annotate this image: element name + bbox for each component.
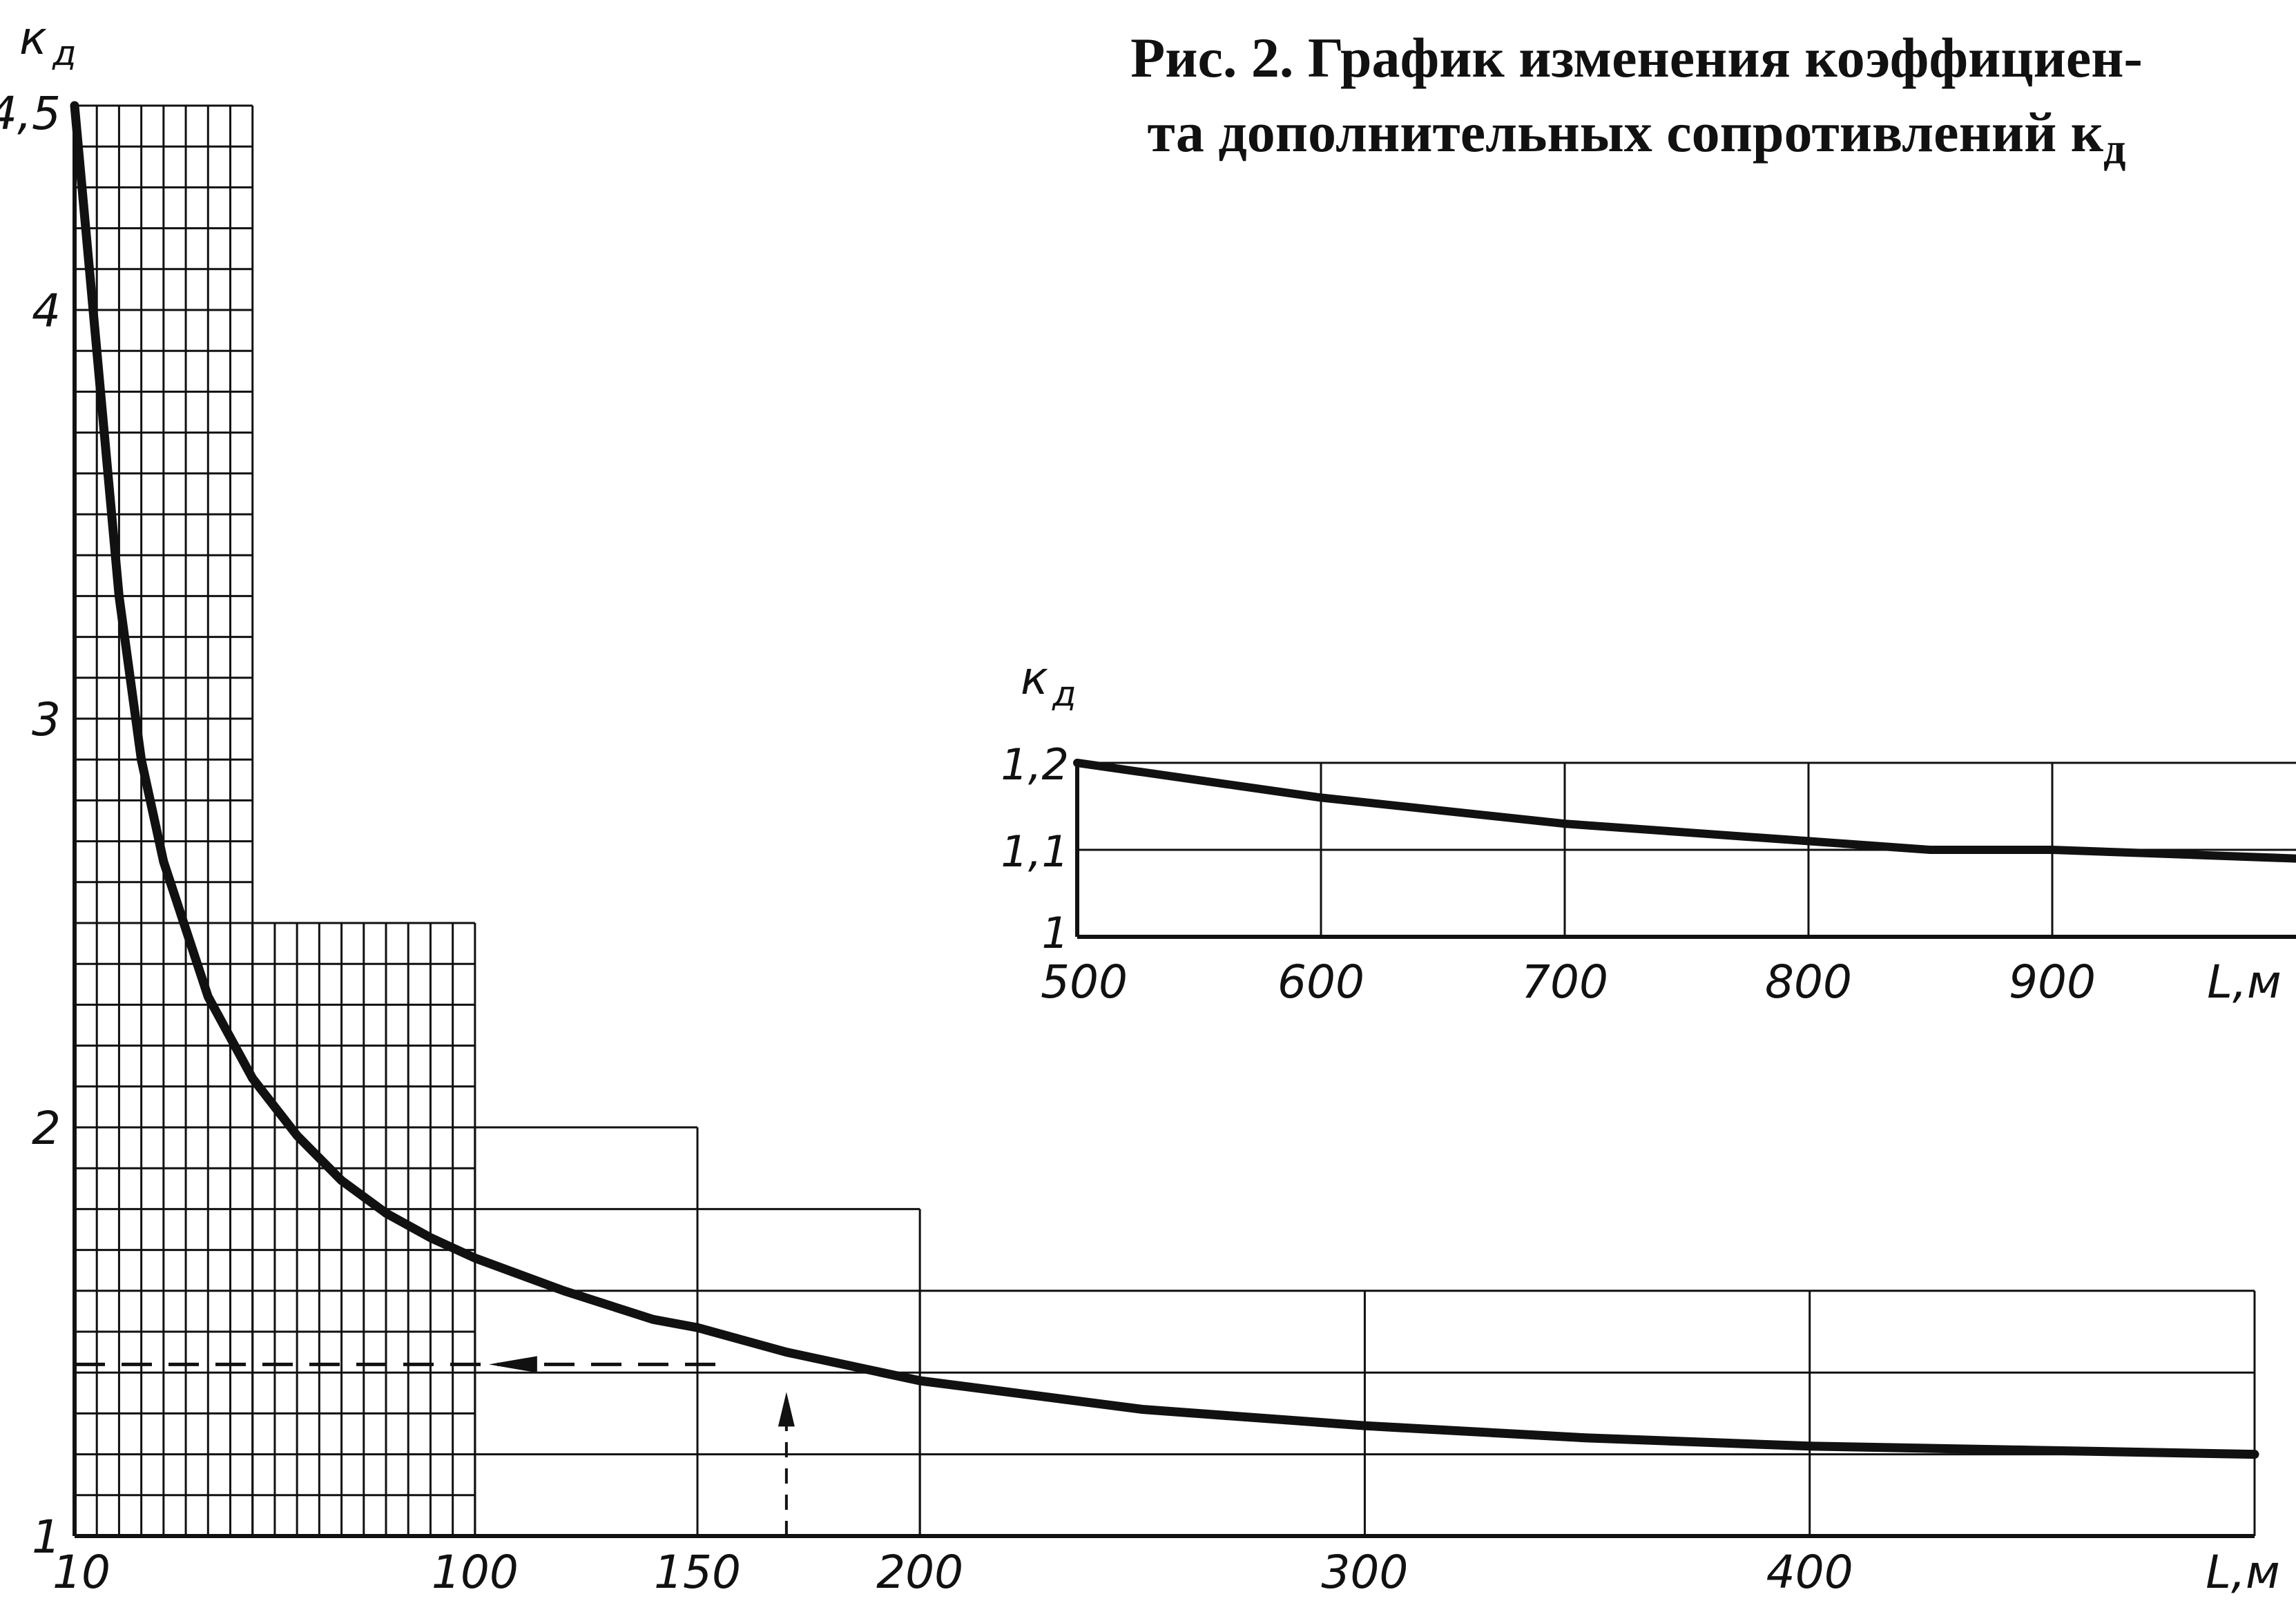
main-x-tick-label: 100 bbox=[432, 1546, 519, 1599]
inset-x-axis-label: L,м bbox=[2207, 955, 2281, 1009]
inset-data-point bbox=[1077, 762, 1078, 764]
main-data-point bbox=[697, 1327, 698, 1329]
inset-x-tick-label: 900 bbox=[2009, 955, 2096, 1009]
inset-y-axis-label: к bbox=[1021, 652, 1048, 705]
main-y-tick-label: 1 bbox=[32, 1510, 61, 1564]
inset-data-point bbox=[1564, 823, 1565, 825]
main-data-point bbox=[96, 350, 98, 352]
main-data-point bbox=[919, 1380, 921, 1382]
inset-data-point bbox=[1442, 810, 1444, 812]
main-data-point bbox=[207, 995, 209, 998]
main-series-line bbox=[70, 101, 2259, 1459]
inset-y-tick-label: 1,1 bbox=[1001, 826, 1069, 877]
caption-line-1: Рис. 2. График изменения коэффициен- bbox=[1130, 26, 2143, 89]
inset-x-tick-label: 600 bbox=[1277, 955, 1364, 1009]
main-x-axis-label: L,м bbox=[2206, 1546, 2280, 1599]
figure-caption: Рис. 2. График изменения коэффициен- та … bbox=[994, 21, 2279, 186]
caption-line-2-text: та дополнительных сопротивлений к bbox=[1147, 101, 2104, 164]
main-data-point bbox=[251, 1077, 253, 1079]
main-data-point bbox=[74, 105, 75, 106]
main-data-point bbox=[118, 595, 120, 597]
main-data-point bbox=[296, 1134, 298, 1136]
main-x-tick-label: 400 bbox=[1766, 1546, 1853, 1599]
main-data-point bbox=[2254, 1453, 2255, 1455]
main-data-point bbox=[652, 1319, 654, 1321]
main-data-point bbox=[563, 1290, 565, 1292]
inset-series-line bbox=[1073, 759, 2296, 863]
main-data-point bbox=[474, 1257, 476, 1259]
main-data-point bbox=[385, 1212, 387, 1214]
main-data-point bbox=[1364, 1425, 1366, 1427]
inset-data-point bbox=[2052, 849, 2053, 851]
inset-data-point bbox=[1320, 797, 1322, 799]
main-x-tick-label: 150 bbox=[654, 1546, 741, 1599]
main-y-axis-label: к bbox=[19, 12, 47, 65]
inset-data-point bbox=[2173, 853, 2175, 855]
annotation-arrow-up bbox=[778, 1392, 795, 1427]
main-x-tick-label: 300 bbox=[1321, 1546, 1408, 1599]
main-data-point bbox=[340, 1179, 343, 1181]
annotation-arrow-left bbox=[488, 1356, 537, 1373]
main-data-point bbox=[1808, 1445, 1811, 1447]
caption-line-2: та дополнительных сопротивлений кд bbox=[994, 95, 2279, 186]
inset-data-point bbox=[1808, 840, 1809, 842]
inset-data-point bbox=[1198, 779, 1200, 781]
caption-subscript: д bbox=[2103, 124, 2126, 173]
main-data-point bbox=[785, 1351, 787, 1353]
main-x-tick-label: 10 bbox=[52, 1546, 110, 1599]
main-y-tick-label: 4 bbox=[32, 284, 61, 338]
main-data-point bbox=[162, 861, 164, 863]
main-y-axis-label-sub: д bbox=[52, 33, 77, 73]
main-y-tick-label: 4,5 bbox=[0, 87, 61, 140]
main-chart-grid bbox=[73, 104, 2256, 1537]
inset-y-axis-label-sub: д bbox=[1052, 674, 1077, 714]
inset-y-tick-label: 1,2 bbox=[1001, 739, 1069, 790]
inset-x-tick-label: 800 bbox=[1765, 955, 1852, 1009]
inset-data-point bbox=[1686, 831, 1688, 833]
inset-y-tick-label: 1 bbox=[1042, 908, 1069, 958]
inset-x-tick-label: 500 bbox=[1041, 955, 1128, 1009]
inset-chart-marks: 500 600 700 800 900 1 1,1 1,2 к д L,м bbox=[1001, 652, 2296, 1009]
main-y-tick-label: 3 bbox=[32, 693, 61, 746]
inset-data-point bbox=[1929, 849, 1931, 851]
main-data-point bbox=[140, 759, 142, 761]
main-x-tick-label: 200 bbox=[876, 1546, 963, 1599]
main-data-point bbox=[1586, 1437, 1588, 1439]
inset-x-tick-label: 700 bbox=[1521, 955, 1608, 1009]
main-data-point bbox=[1141, 1408, 1144, 1410]
main-data-point bbox=[430, 1236, 432, 1238]
main-y-tick-label: 2 bbox=[32, 1102, 61, 1155]
main-data-point bbox=[2031, 1449, 2033, 1451]
